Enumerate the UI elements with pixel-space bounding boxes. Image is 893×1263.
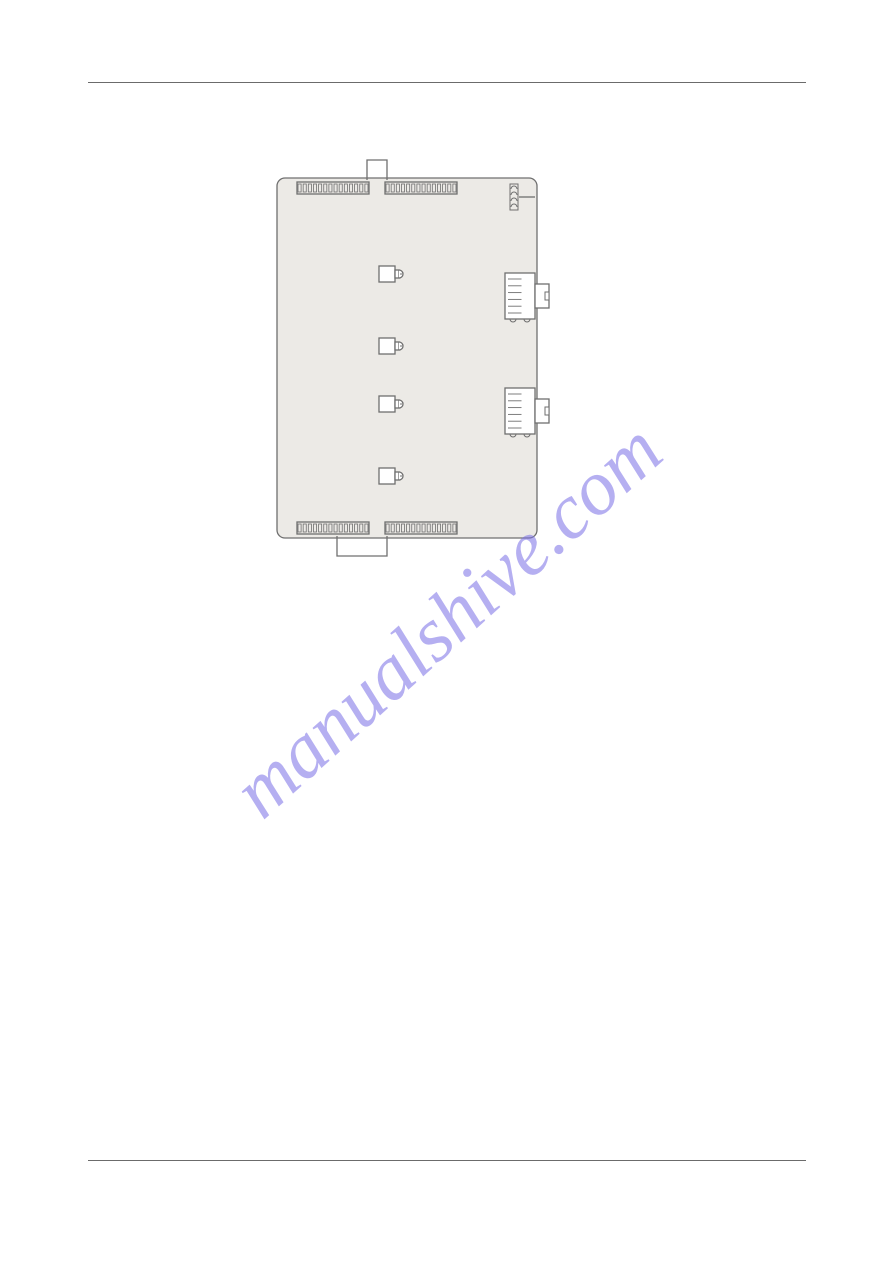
board-svg	[262, 153, 552, 563]
board-diagram	[262, 153, 552, 563]
top-rule	[88, 82, 806, 83]
document-page: manualshive.com	[0, 0, 893, 1263]
bottom-rule	[88, 1160, 806, 1161]
